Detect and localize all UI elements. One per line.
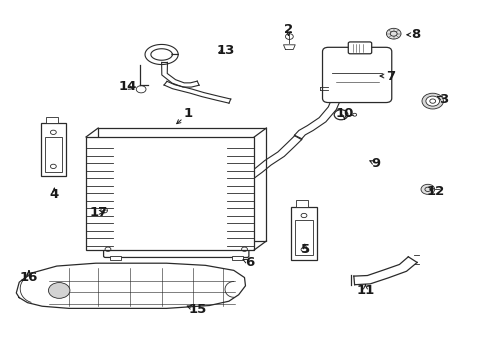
Text: 4: 4 xyxy=(50,188,59,201)
Circle shape xyxy=(421,93,443,109)
Text: 7: 7 xyxy=(386,69,394,82)
Text: 3: 3 xyxy=(438,93,447,106)
Text: 5: 5 xyxy=(300,243,309,256)
Text: 9: 9 xyxy=(371,157,380,170)
FancyBboxPatch shape xyxy=(103,241,248,257)
Bar xyxy=(232,256,243,260)
Bar xyxy=(98,128,266,241)
FancyBboxPatch shape xyxy=(322,47,391,103)
Text: 10: 10 xyxy=(335,107,353,120)
Text: 2: 2 xyxy=(283,23,292,36)
Bar xyxy=(41,123,66,176)
Bar xyxy=(295,220,312,255)
Text: 17: 17 xyxy=(89,206,107,219)
Polygon shape xyxy=(16,263,245,309)
Text: 6: 6 xyxy=(244,256,253,269)
Text: 11: 11 xyxy=(356,284,374,297)
Text: 8: 8 xyxy=(411,28,420,41)
Bar xyxy=(45,117,58,123)
FancyBboxPatch shape xyxy=(347,42,371,54)
Text: 12: 12 xyxy=(426,185,444,198)
Bar xyxy=(86,137,254,250)
Text: 15: 15 xyxy=(189,303,207,316)
Bar xyxy=(291,207,316,260)
Bar xyxy=(110,256,121,260)
Text: 13: 13 xyxy=(216,44,235,57)
Circle shape xyxy=(386,28,400,39)
Text: 1: 1 xyxy=(183,107,193,120)
Circle shape xyxy=(48,283,70,298)
Circle shape xyxy=(425,96,439,106)
Bar xyxy=(296,200,308,207)
Bar xyxy=(44,137,62,172)
Circle shape xyxy=(420,184,434,194)
Text: 16: 16 xyxy=(20,271,38,284)
Text: 14: 14 xyxy=(118,80,136,93)
